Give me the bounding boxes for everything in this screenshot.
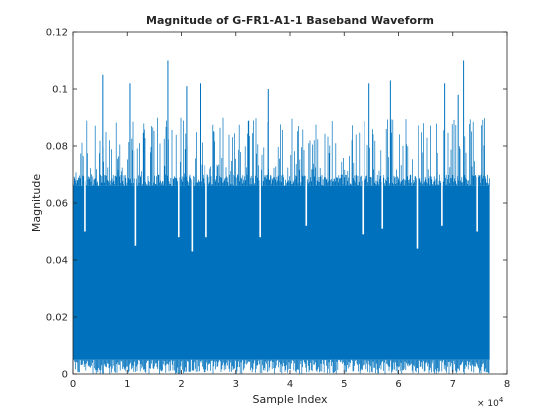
dip-mark-0 [84,32,86,232]
x-axis: 0 1 2 3 4 5 6 7 8 [70,32,510,390]
x-tick-label: 2 [178,379,184,390]
dip-mark-7 [362,32,365,235]
y-tick-label: 0.02 [46,313,68,324]
dip-mark-5 [259,32,261,238]
x-tick-label: 0 [70,379,76,390]
x-axis-label: Sample Index [252,393,328,406]
dip-mark-2 [177,32,180,238]
dip-mark-9 [416,32,419,249]
dip-mark-10 [441,32,443,226]
dip-mark-8 [381,32,384,229]
y-axis: 0 0.02 0.04 0.06 0.08 0.1 0.12 [46,28,507,381]
x-tick-label: 1 [124,379,130,390]
dip-mark-6 [305,32,308,226]
dip-mark-3 [191,32,194,252]
x-tick-label: 6 [395,379,401,390]
y-tick-label: 0.12 [46,28,68,39]
series-layer [72,0,507,374]
x-tick-label: 3 [233,379,239,390]
magnitude-low-values [72,359,490,374]
y-tick-label: 0.08 [46,142,68,153]
y-axis-label: Magnitude [30,174,43,233]
magnitude-dense-band [73,185,490,360]
y-tick-label: 0.06 [46,199,68,210]
x-axis-exponent: × 104 [477,396,504,409]
y-tick-label: 0 [62,370,68,381]
dip-mark-11 [476,32,478,232]
x-tick-label: 7 [450,379,456,390]
y-tick-label: 0.04 [46,256,68,267]
x-tick-label: 4 [287,379,293,390]
x-tick-label: 8 [504,379,510,390]
x-tick-label: 5 [341,379,347,390]
dip-mark-4 [205,32,207,238]
y-tick-label: 0.1 [52,85,68,96]
dip-mark-1 [134,32,137,246]
chart-title: Magnitude of G-FR1-A1-1 Baseband Wavefor… [146,14,434,27]
